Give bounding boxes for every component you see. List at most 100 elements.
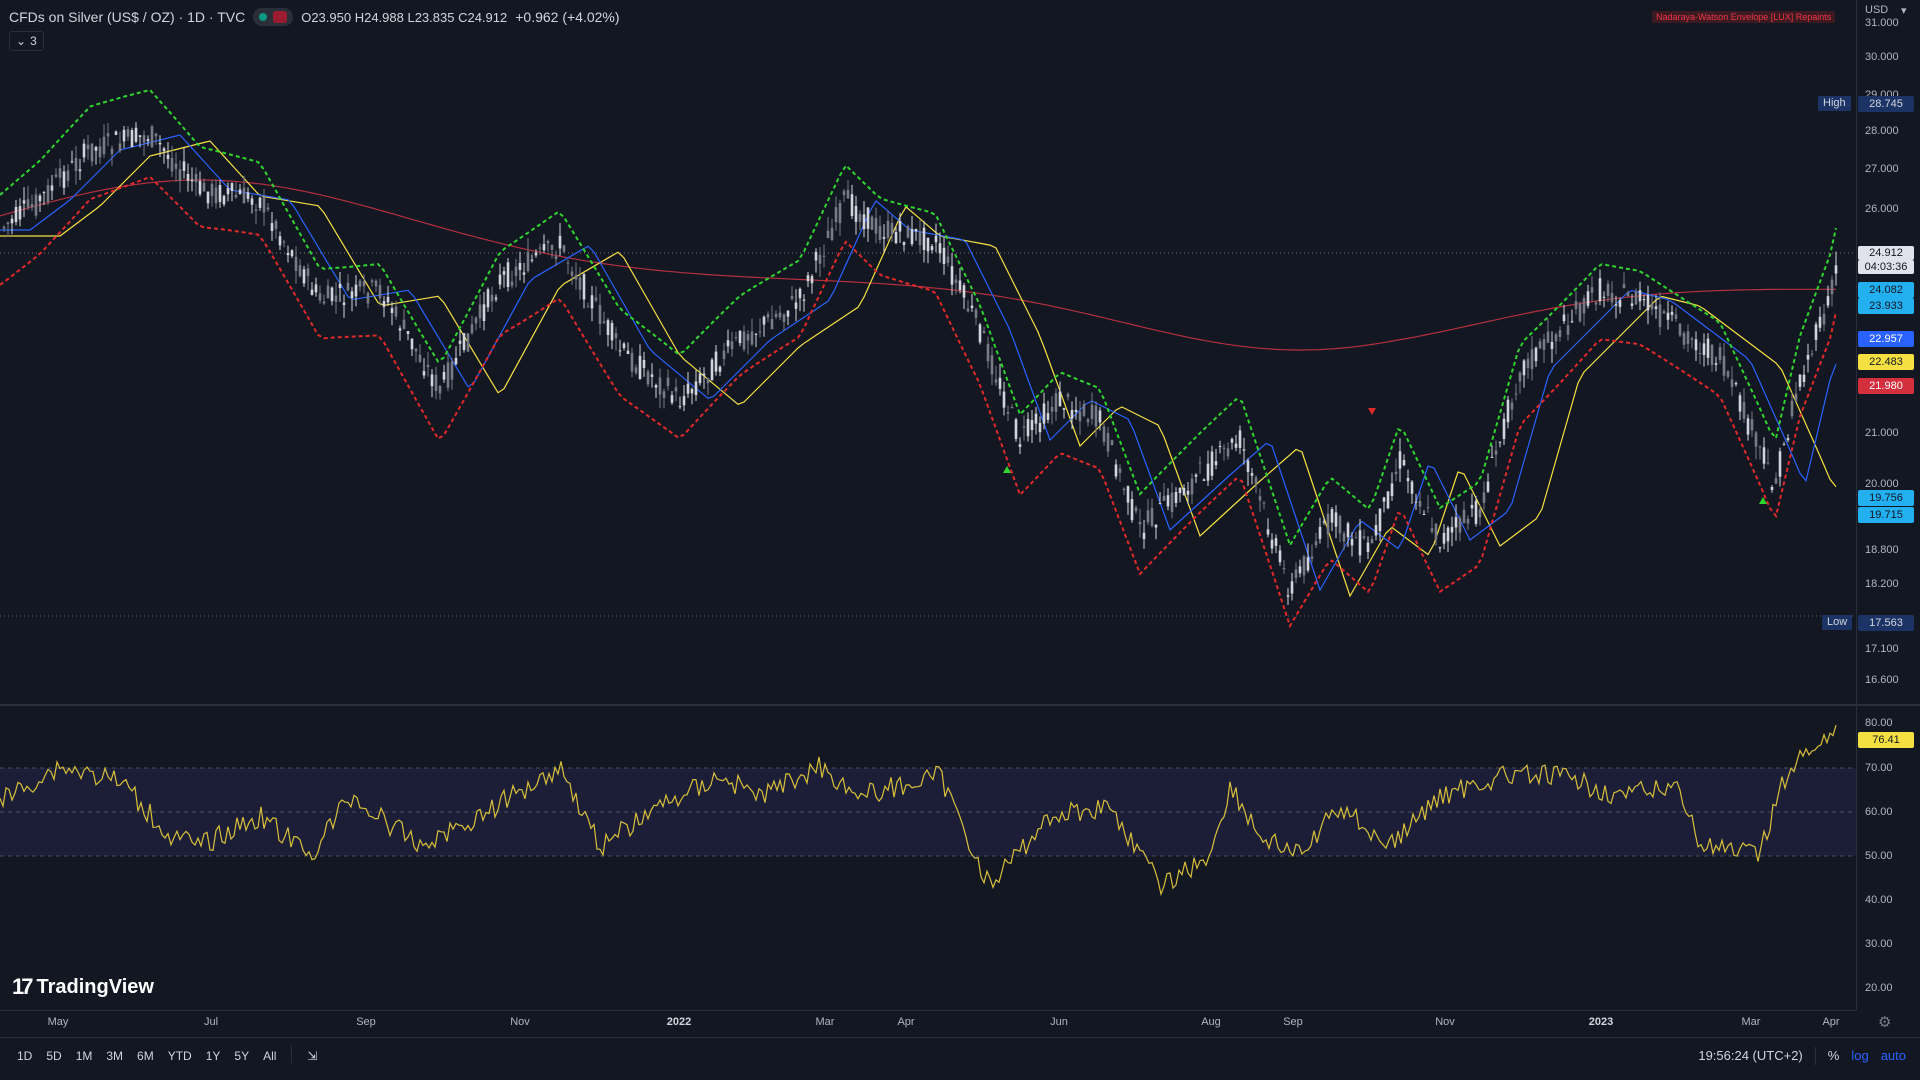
candle-body	[154, 133, 158, 137]
candle-body	[754, 333, 758, 335]
log-scale-toggle[interactable]: log	[1851, 1048, 1869, 1063]
percent-scale-toggle[interactable]: %	[1827, 1048, 1840, 1063]
candle-body	[486, 289, 490, 308]
pane-separator[interactable]	[0, 704, 1920, 706]
goto-date-icon[interactable]: ⇲	[307, 1048, 318, 1063]
candle-body	[1122, 488, 1126, 491]
candle-body	[122, 129, 126, 142]
candle-body	[1626, 292, 1630, 297]
candle-body	[1354, 537, 1358, 539]
candle-body	[62, 171, 66, 188]
candle-body	[534, 252, 538, 256]
candle-body	[70, 161, 74, 163]
price-chart-canvas[interactable]	[0, 0, 1856, 704]
candle-body	[1010, 406, 1014, 408]
range-ytd-button[interactable]: YTD	[167, 1048, 192, 1063]
range-1d-button[interactable]: 1D	[17, 1048, 33, 1063]
candle-body	[886, 220, 890, 238]
candle-body	[762, 316, 766, 325]
candle-body	[1246, 460, 1250, 472]
candle-body	[1158, 503, 1162, 505]
currency-selector[interactable]: USD	[1865, 4, 1889, 16]
range-5d-button[interactable]: 5D	[46, 1048, 62, 1063]
price-axis[interactable]: USD ▾ 31.000 30.000 29.000 28.000 27.000…	[1856, 0, 1920, 1010]
range-5y-button[interactable]: 5Y	[234, 1048, 250, 1063]
candle-body	[642, 359, 646, 368]
candle-body	[1750, 419, 1754, 431]
candle-body	[514, 266, 518, 276]
rsi-canvas[interactable]	[0, 706, 1856, 1010]
gear-icon[interactable]: ⚙	[1878, 1014, 1892, 1031]
candle-body	[226, 188, 230, 195]
candle-body	[1086, 419, 1090, 423]
candle-body	[54, 174, 58, 177]
candle-body	[1094, 405, 1098, 427]
range-1y-button[interactable]: 1Y	[205, 1048, 221, 1063]
candle-body	[242, 187, 246, 204]
buy-signal-icon	[1003, 466, 1011, 473]
candle-body	[970, 305, 974, 309]
candle-body	[1814, 324, 1818, 340]
candle-body	[194, 173, 198, 183]
rsi-pane[interactable]: 17 TradingView	[0, 706, 1856, 1010]
ma-red-tag: 21.980	[1858, 378, 1914, 394]
chevron-down-icon[interactable]: ▾	[1901, 5, 1907, 17]
candle-body	[22, 200, 26, 204]
candle-body	[82, 143, 86, 158]
candle-body	[1222, 447, 1226, 449]
price-chart-pane[interactable]: CFDs on Silver (US$ / OZ) · 1D · TVC O23…	[0, 0, 1856, 704]
range-6m-button[interactable]: 6M	[137, 1048, 154, 1063]
candle-body	[1202, 479, 1206, 481]
candle-body	[1742, 402, 1746, 419]
tradingview-logo[interactable]: 17 TradingView	[12, 974, 154, 1000]
time-axis[interactable]: May Jul Sep Nov 2022 Mar Apr Jun Aug Sep…	[0, 1010, 1856, 1036]
candle-body	[718, 366, 722, 372]
clock-timezone[interactable]: 19:56:24 (UTC+2)	[1698, 1048, 1803, 1063]
candle-body	[1682, 333, 1686, 345]
candle-body	[846, 189, 850, 199]
candle-body	[1186, 490, 1190, 495]
candle-body	[1326, 513, 1330, 535]
candle-body	[914, 228, 918, 232]
candle-body	[1398, 451, 1402, 469]
candle-body	[342, 302, 346, 306]
candle-body	[986, 343, 990, 362]
time-label-year: 2022	[666, 1016, 692, 1028]
symbol-title[interactable]: CFDs on Silver (US$ / OZ) · 1D · TVC	[9, 9, 246, 25]
candle-body	[1294, 569, 1298, 578]
candle-body	[1670, 311, 1674, 315]
auto-scale-toggle[interactable]: auto	[1880, 1048, 1906, 1063]
candle-body	[1810, 353, 1814, 355]
candle-body	[170, 158, 174, 172]
candle-body	[638, 355, 642, 379]
candle-body	[794, 302, 798, 309]
candle-body	[10, 218, 14, 224]
candle-body	[1174, 491, 1178, 503]
range-1m-button[interactable]: 1M	[75, 1048, 93, 1063]
candle-body	[1054, 393, 1058, 412]
candle-body	[1550, 341, 1554, 350]
market-status-toggle[interactable]	[253, 8, 294, 26]
candle-body	[158, 142, 162, 145]
candle-body	[374, 280, 378, 287]
candle-body	[1146, 510, 1150, 523]
candle-body	[526, 251, 530, 272]
candle-body	[1710, 344, 1714, 365]
range-3m-button[interactable]: 3M	[106, 1048, 124, 1063]
candle-body	[218, 184, 222, 202]
candle-body	[962, 285, 966, 298]
candle-body	[1474, 500, 1478, 524]
range-all-button[interactable]: All	[263, 1048, 277, 1063]
high-value-tag: 28.745	[1858, 96, 1914, 112]
candle-body	[558, 235, 562, 249]
envelope-lower-tag: 19.715	[1858, 507, 1914, 523]
candle-body	[790, 295, 794, 300]
candle-body	[454, 357, 458, 365]
candle-body	[530, 259, 534, 261]
candle-body	[190, 179, 194, 182]
candle-body	[498, 274, 502, 285]
candle-body	[18, 206, 22, 220]
candle-body	[146, 139, 150, 142]
candle-body	[42, 192, 46, 194]
collapse-indicators-button[interactable]: ⌄ 3	[9, 31, 44, 51]
